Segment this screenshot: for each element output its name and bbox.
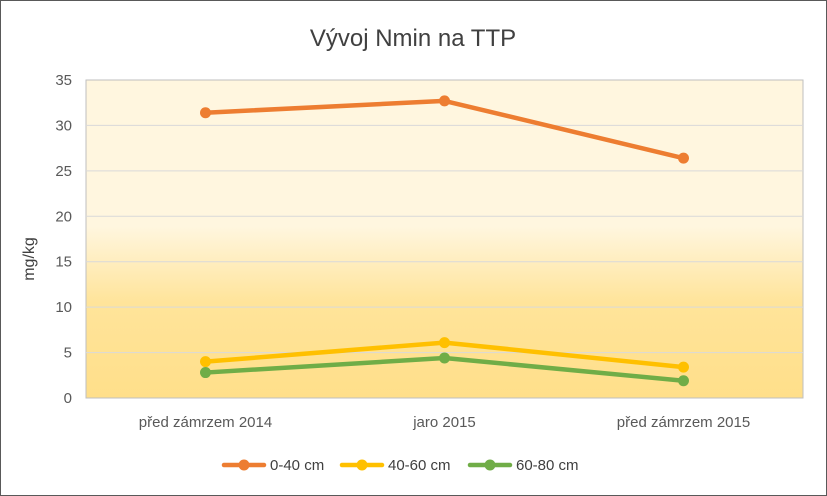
data-point[interactable]: [200, 356, 211, 368]
chart-title: Vývoj Nmin na TTP: [310, 25, 516, 52]
legend-label: 60-80 cm: [516, 457, 579, 474]
gridlines: [86, 124, 803, 354]
y-axis-title: mg/kg: [21, 237, 38, 281]
series-2: [200, 337, 689, 373]
data-point[interactable]: [678, 361, 689, 373]
legend-item[interactable]: 60-80 cm: [467, 457, 579, 474]
x-tick-label: před zámrzem 2014: [139, 414, 272, 431]
data-point[interactable]: [439, 352, 450, 364]
x-tick-label: jaro 2015: [412, 414, 476, 431]
y-axis-ticks: 0 5 10 15 20 25 30 35: [55, 72, 72, 407]
legend-item[interactable]: 40-60 cm: [339, 457, 451, 474]
y-tick-label: 15: [55, 254, 72, 271]
series-3: [200, 352, 689, 387]
data-point[interactable]: [678, 152, 689, 164]
series-1: [200, 95, 689, 164]
y-tick-label: 0: [64, 390, 72, 407]
legend[interactable]: 0-40 cm 40-60 cm 60-80 cm: [221, 457, 579, 474]
data-point[interactable]: [439, 337, 450, 349]
data-point[interactable]: [678, 375, 689, 387]
series-group: [200, 95, 689, 387]
y-tick-label: 35: [55, 72, 72, 89]
data-point[interactable]: [200, 107, 211, 119]
plot-area: [85, 79, 804, 399]
legend-label: 40-60 cm: [388, 457, 451, 474]
legend-dot-marker: [484, 459, 496, 471]
y-tick-label: 30: [55, 117, 72, 134]
data-point[interactable]: [200, 367, 211, 379]
x-tick-label: před zámrzem 2015: [617, 414, 750, 431]
data-point[interactable]: [439, 95, 450, 107]
legend-dot-marker: [356, 459, 368, 471]
legend-label: 0-40 cm: [270, 457, 324, 474]
x-axis-ticks: před zámrzem 2014 jaro 2015 před zámrzem 2…: [139, 414, 750, 431]
y-tick-label: 25: [55, 163, 72, 180]
y-tick-label: 20: [55, 208, 72, 225]
legend-dot-marker: [238, 459, 250, 471]
y-tick-label: 5: [64, 345, 72, 362]
y-tick-label: 10: [55, 299, 72, 316]
legend-item[interactable]: 0-40 cm: [221, 457, 324, 474]
